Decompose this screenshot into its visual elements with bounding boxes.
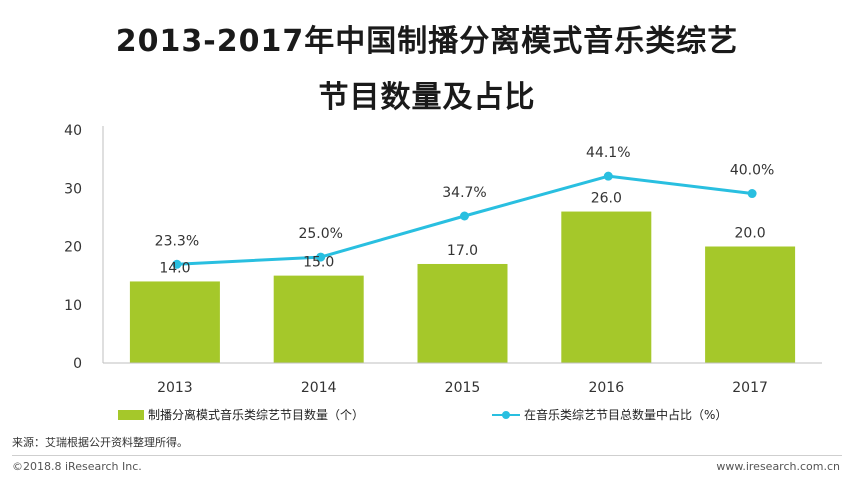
legend-line-label: 在音乐类综艺节目总数量中占比（%） [524, 408, 728, 422]
x-tick-label: 2014 [301, 380, 337, 396]
line-point [460, 211, 469, 221]
line-data-label: 23.3% [155, 233, 199, 249]
chart-title-line1: 2013-2017年中国制播分离模式音乐类综艺 [115, 24, 739, 59]
line-point [747, 189, 757, 199]
chart-title-line2: 节目数量及占比 [318, 80, 536, 115]
source-note: 来源：艾瑞根据公开资料整理所得。 [12, 436, 188, 449]
x-tick-label: 2015 [445, 380, 481, 396]
legend-bar-swatch [118, 409, 144, 420]
line-data-label: 34.7% [442, 185, 486, 201]
legend-line-marker [492, 410, 520, 420]
bar-data-label: 26.0 [591, 191, 622, 207]
bar [705, 246, 796, 363]
y-tick-label: 10 [64, 298, 82, 314]
y-tick-label: 0 [73, 356, 82, 372]
line-point [172, 259, 182, 269]
line-data-label: 25.0% [298, 226, 342, 242]
bar [273, 275, 364, 363]
bar [129, 281, 220, 363]
copyright-text: ©2018.8 iResearch Inc. [12, 460, 142, 473]
x-tick-label: 2013 [157, 380, 193, 396]
bar [561, 211, 652, 363]
y-tick-label: 30 [64, 181, 82, 197]
bar [417, 263, 508, 363]
bar-data-label: 15.0 [303, 255, 334, 271]
line-data-label: 40.0% [730, 163, 774, 179]
line-point [603, 171, 613, 181]
line-point [316, 252, 326, 262]
legend-line-entry: 在音乐类综艺节目总数量中占比（%） [492, 406, 727, 423]
y-tick-label: 20 [64, 240, 82, 256]
x-tick-label: 2017 [732, 380, 768, 396]
bar-data-label: 20.0 [735, 226, 766, 242]
y-tick-label: 40 [64, 123, 82, 139]
legend-bar-entry: 制播分离模式音乐类综艺节目数量（个） [118, 406, 364, 423]
legend-bar-label: 制播分离模式音乐类综艺节目数量（个） [148, 408, 365, 422]
website-link[interactable]: www.iresearch.com.cn [716, 460, 840, 473]
line-data-label: 44.1% [586, 145, 630, 161]
bar-data-label: 14.0 [159, 260, 190, 276]
bar-data-label: 17.0 [447, 243, 478, 259]
footer-divider [12, 455, 842, 456]
x-tick-label: 2016 [588, 380, 624, 396]
